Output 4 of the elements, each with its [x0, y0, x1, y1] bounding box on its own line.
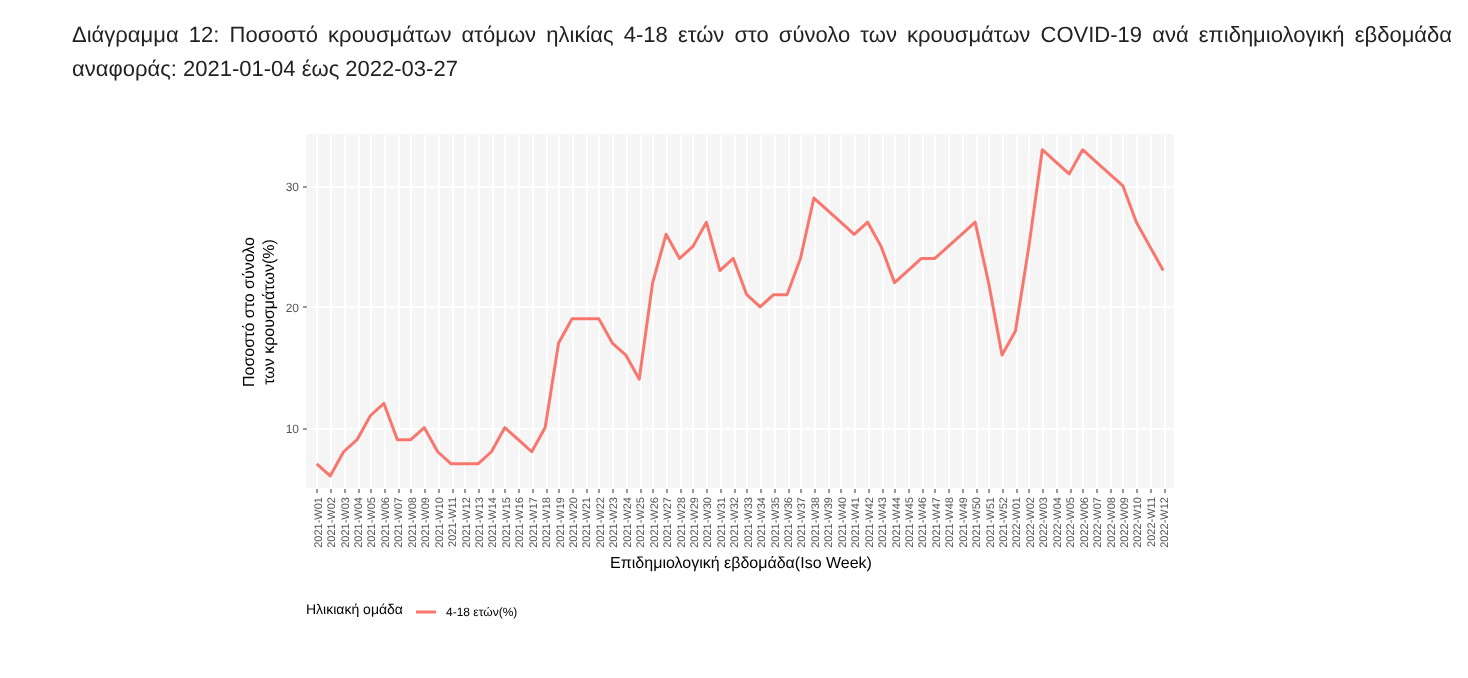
x-axis-title: Επιδημιολογική εβδομάδα(Iso Week) — [610, 553, 873, 572]
line-series — [315, 148, 1165, 478]
y-axis-title: Ποσοστό στο σύνολο των κρουσμάτων(%) — [239, 235, 278, 387]
chart-title: Διάγραμμα 12: Ποσοστό κρουσμάτων ατόμων ηλικίας 4-18 ετών στο σύνολο των κρουσμάτων COVID-19 ανά επιδημιολογική εβδομάδα αναφοράς: 2021-01-04 έως 2022-03-27 — [72, 22, 1452, 86]
